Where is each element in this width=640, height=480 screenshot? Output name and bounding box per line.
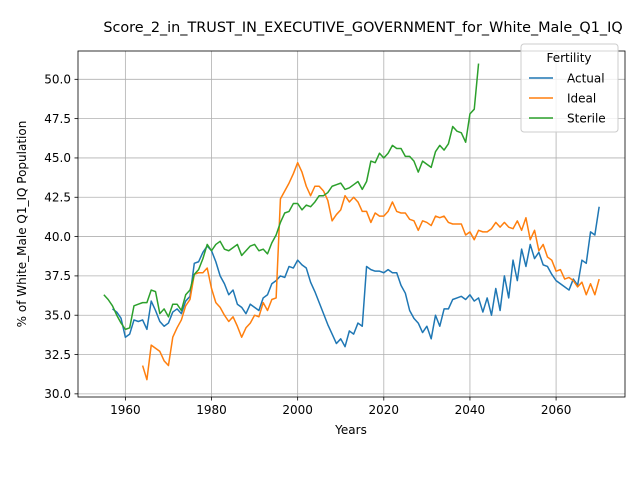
y-tick-label: 42.5 (44, 191, 71, 205)
legend-label-actual: Actual (567, 72, 605, 86)
x-tick-label: 2040 (455, 403, 486, 417)
series-line-ideal (141, 161, 600, 381)
y-tick-label: 32.5 (44, 348, 71, 362)
y-tick-label: 45.0 (44, 151, 71, 165)
x-axis-label: Years (334, 423, 367, 437)
y-tick-label: 47.5 (44, 112, 71, 126)
y-axis-label: % of White_Male Q1_IQ Population (15, 121, 29, 328)
series-line-sterile (103, 63, 480, 331)
y-tick-label: 50.0 (44, 73, 71, 87)
x-tick-label: 2000 (282, 403, 313, 417)
y-tick-label: 30.0 (44, 387, 71, 401)
plot-frame (77, 50, 626, 398)
y-tick-label: 40.0 (44, 230, 71, 244)
x-tick-label: 1960 (110, 403, 141, 417)
legend-box (520, 43, 619, 133)
y-axis: 30.0 32.5 35.0 37.5 40.0 42.5 45.0 47.5 50.0 (44, 73, 78, 401)
legend-title: Fertility (546, 51, 591, 65)
x-axis: 1960 1980 2000 2020 2040 2060 (110, 397, 571, 417)
y-tick-label: 35.0 (44, 309, 71, 323)
series-layer (103, 63, 600, 381)
legend: Fertility Actual Ideal Sterile (520, 43, 619, 133)
legend-label-sterile: Sterile (567, 112, 606, 126)
x-tick-label: 1980 (196, 403, 227, 417)
series-line-actual (112, 206, 600, 348)
y-tick-label: 37.5 (44, 269, 71, 283)
x-tick-label: 2060 (541, 403, 572, 417)
x-tick-label: 2020 (369, 403, 400, 417)
legend-label-ideal: Ideal (567, 92, 596, 106)
chart-title: Score_2_in_TRUST_IN_EXECUTIVE_GOVERNMENT… (103, 20, 622, 36)
